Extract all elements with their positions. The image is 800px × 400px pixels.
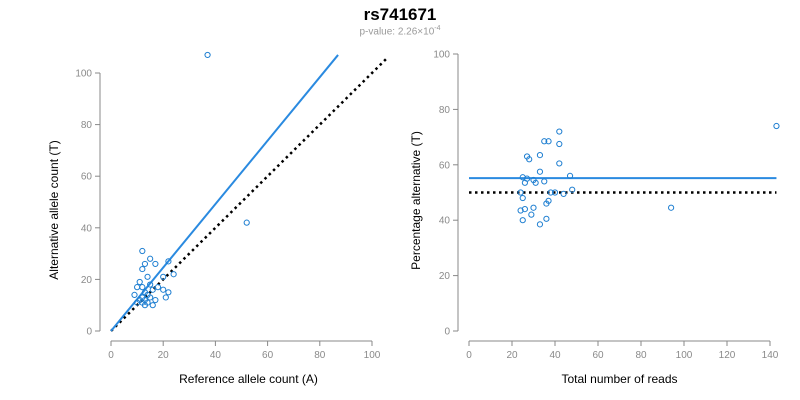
x-tick-label: 80 — [635, 350, 647, 361]
y-axis-title: Percentage alternative (T) — [409, 131, 423, 270]
allele-count-plot: 0 20 40 60 80 100 0 20 40 60 80 100 Reference allele… — [47, 51, 389, 386]
y-tick-label: 100 — [433, 50, 450, 61]
data-point — [536, 168, 544, 175]
data-point — [154, 284, 162, 291]
data-point — [521, 206, 529, 213]
y-tick-label: 60 — [81, 172, 93, 183]
data-point — [152, 296, 159, 304]
x-tick-label: 140 — [762, 350, 779, 361]
y-tick-label: 80 — [439, 105, 451, 116]
data-point — [170, 271, 177, 278]
data-point — [139, 265, 146, 273]
data-point — [521, 179, 529, 186]
data-point — [141, 302, 149, 309]
data-point — [543, 200, 550, 207]
data-point — [556, 160, 563, 167]
data-point — [134, 299, 141, 306]
chart-title: rs741671 — [363, 5, 437, 24]
x-tick-label: 100 — [676, 350, 693, 361]
data-point — [536, 221, 544, 228]
data-point — [519, 217, 526, 224]
data-point — [547, 189, 554, 196]
x-tick-label: 100 — [364, 350, 381, 361]
y-tick-label: 100 — [75, 69, 92, 80]
data-point — [141, 260, 149, 268]
data-point — [147, 255, 154, 262]
data-point — [162, 294, 169, 301]
p-value-text: p-value: 2.26×10 — [359, 26, 435, 38]
data-point — [152, 260, 159, 268]
x-tick-label: 80 — [314, 350, 326, 361]
data-point — [204, 51, 211, 59]
data-point — [526, 156, 533, 163]
y-tick-label: 20 — [81, 275, 93, 286]
y-tick-label: 80 — [81, 120, 93, 131]
data-point — [160, 273, 167, 280]
y-tick-label: 0 — [86, 327, 92, 338]
data-point — [556, 140, 563, 148]
data-point — [160, 286, 167, 293]
data-point — [541, 138, 548, 145]
data-point — [147, 281, 154, 288]
data-point — [566, 172, 574, 179]
data-point — [136, 278, 143, 286]
data-point — [541, 178, 548, 185]
percentage-alternative-plot: 0 20 40 60 80 100 120 140 0 20 40 60 80 100 Total numb… — [409, 50, 780, 386]
y-tick-label: 40 — [81, 223, 93, 234]
data-point — [134, 284, 141, 291]
data-point — [131, 291, 138, 298]
data-point — [668, 204, 675, 211]
data-point — [165, 258, 172, 265]
data-point — [149, 286, 156, 293]
data-point — [517, 207, 524, 214]
data-point — [165, 289, 172, 296]
x-tick-label: 40 — [210, 350, 222, 361]
x-tick-label: 0 — [108, 350, 114, 361]
data-point — [543, 215, 550, 222]
chart-subtitle: p-value: 2.26×10-4 — [0, 25, 800, 37]
x-axis-title: Total number of reads — [561, 372, 677, 386]
data-point — [243, 219, 250, 226]
y-tick-label: 20 — [439, 271, 451, 282]
data-point — [530, 204, 537, 211]
x-tick-label: 0 — [466, 350, 472, 361]
y-axis-title: Alternative allele count (T) — [47, 140, 61, 279]
y-tick-label: 0 — [444, 327, 450, 338]
data-point — [147, 294, 154, 301]
data-point — [528, 211, 535, 218]
p-value-exponent: -4 — [434, 25, 441, 32]
data-point — [532, 179, 539, 186]
reference-line — [110, 56, 389, 332]
data-point — [551, 189, 559, 196]
data-point — [144, 273, 151, 280]
x-tick-label: 120 — [719, 350, 736, 361]
data-point — [149, 302, 156, 309]
data-point — [545, 138, 552, 145]
data-point — [773, 122, 780, 130]
x-tick-label: 20 — [158, 350, 170, 361]
x-tick-label: 60 — [592, 350, 604, 361]
data-point — [519, 194, 526, 202]
data-point — [536, 152, 544, 159]
data-point — [139, 284, 146, 291]
data-point — [569, 186, 576, 193]
data-point — [519, 174, 526, 181]
x-tick-label: 60 — [262, 350, 274, 361]
x-axis-title: Reference allele count (A) — [179, 372, 318, 386]
fit-line — [110, 54, 339, 332]
y-tick-label: 40 — [439, 216, 451, 227]
data-point — [517, 189, 524, 196]
data-point — [139, 247, 146, 255]
y-tick-label: 60 — [439, 160, 451, 171]
x-tick-label: 40 — [549, 350, 561, 361]
data-point — [556, 128, 563, 135]
x-tick-label: 20 — [506, 350, 518, 361]
data-point — [560, 190, 567, 197]
